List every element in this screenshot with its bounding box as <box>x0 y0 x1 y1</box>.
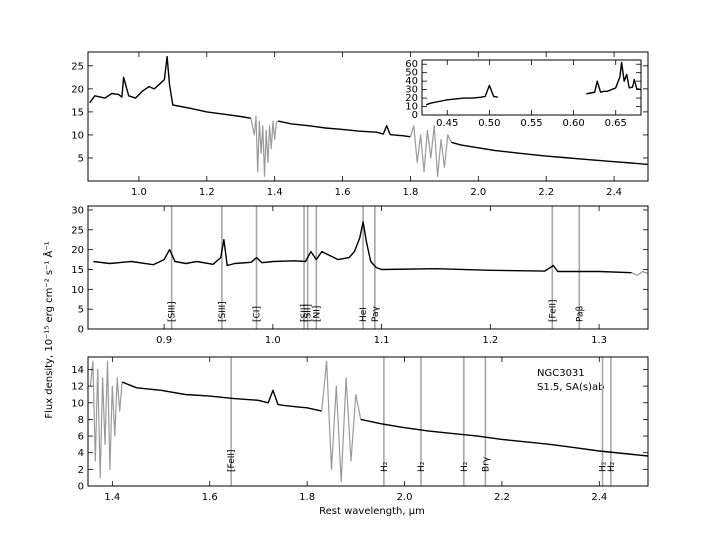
telluric-segment <box>321 360 362 483</box>
x-tick-label: 1.6 <box>202 492 218 503</box>
telluric-segment <box>631 270 649 276</box>
y-tick-label: 0 <box>78 482 84 493</box>
y-tick-label: 8 <box>78 415 84 426</box>
middle-panel-frame <box>87 205 649 330</box>
x-tick-label: 0.50 <box>478 118 500 129</box>
y-tick-label: 5 <box>78 153 84 164</box>
y-tick-label: 30 <box>71 205 84 216</box>
y-tick-label: 25 <box>71 61 84 72</box>
y-tick-label: 0 <box>412 110 418 121</box>
y-tick-label: 10 <box>405 102 418 113</box>
x-tick-label: 2.4 <box>591 492 607 503</box>
emission-line-label: Paβ <box>575 305 585 322</box>
x-tick-label: 0.9 <box>156 335 172 346</box>
emission-line-label: Brγ <box>481 456 491 472</box>
y-tick-label: 10 <box>71 398 84 409</box>
x-tick-label: 0.65 <box>605 118 627 129</box>
emission-line-label: [NI] <box>312 306 322 322</box>
y-tick-label: 15 <box>71 265 84 276</box>
y-tick-label: 10 <box>71 285 84 296</box>
x-tick-label: 2.2 <box>538 187 554 198</box>
x-tick-label: 0.55 <box>520 118 542 129</box>
x-tick-label: 1.2 <box>199 187 215 198</box>
y-tick-label: 12 <box>71 382 84 393</box>
x-tick-label: 1.8 <box>402 187 418 198</box>
x-tick-label: 1.8 <box>299 492 315 503</box>
y-tick-label: 0 <box>78 325 84 336</box>
telluric-segment <box>409 125 452 177</box>
y-tick-label: 6 <box>78 432 84 443</box>
spectrum-segment <box>121 381 322 412</box>
x-tick-label: 1.0 <box>131 187 147 198</box>
annotation-object-name: NGC3031 <box>537 368 585 379</box>
y-tick-label: 2 <box>78 465 84 476</box>
y-tick-label: 10 <box>71 130 84 141</box>
x-tick-label: 2.0 <box>397 492 413 503</box>
x-tick-label: 1.0 <box>265 335 281 346</box>
y-tick-label: 14 <box>71 365 84 376</box>
emission-line-label: H₂ <box>599 461 609 472</box>
spectrum-segment <box>360 418 649 457</box>
x-tick-label: 0.60 <box>562 118 584 129</box>
y-tick-label: 20 <box>71 245 84 256</box>
y-tick-label: 5 <box>78 305 84 316</box>
spectrum-segment <box>93 221 632 274</box>
y-tick-label: 25 <box>71 225 84 236</box>
emission-line-label: [SIII] <box>218 301 228 322</box>
emission-line-label: HeI <box>359 307 369 322</box>
y-tick-label: 15 <box>71 107 84 118</box>
emission-line-label: [SII] <box>304 304 314 322</box>
emission-line-label: H₂ <box>460 461 470 472</box>
emission-line-label: H₂ <box>607 461 617 472</box>
x-tick-label: 1.3 <box>591 335 607 346</box>
inset-background <box>422 60 641 115</box>
spectrum-segment <box>425 84 498 106</box>
emission-line-label: [SII] <box>300 304 310 322</box>
telluric-segment <box>89 360 123 479</box>
y-tick-label: 30 <box>405 85 418 96</box>
top-panel-frame <box>87 51 649 182</box>
x-axis-label: Rest wavelength, μm <box>319 506 425 517</box>
y-axis-label: Flux density, 10⁻¹⁵ erg cm⁻² s⁻¹ Å⁻¹ <box>42 241 55 418</box>
y-tick-label: 4 <box>78 448 84 459</box>
bottom-panel-frame <box>87 356 649 487</box>
x-tick-label: 2.4 <box>606 187 622 198</box>
spectrum-segment <box>586 61 642 95</box>
x-tick-label: 1.1 <box>374 335 390 346</box>
x-tick-label: 0.45 <box>436 118 458 129</box>
x-tick-label: 1.6 <box>335 187 351 198</box>
y-tick-label: 50 <box>405 68 418 79</box>
emission-line-label: H₂ <box>417 461 427 472</box>
y-tick-label: 20 <box>71 84 84 95</box>
emission-line-label: [FeII] <box>548 299 558 322</box>
spectrum-segment <box>451 141 649 166</box>
y-tick-label: 40 <box>405 76 418 87</box>
x-tick-label: 2.0 <box>470 187 486 198</box>
emission-line-label: [CI] <box>253 306 263 322</box>
emission-line-label: [SIII] <box>168 301 178 322</box>
x-tick-label: 1.2 <box>482 335 498 346</box>
x-tick-label: 2.2 <box>494 492 510 503</box>
spectrum-segment <box>89 55 252 119</box>
spectrum-segment <box>277 120 411 138</box>
y-tick-label: 20 <box>405 93 418 104</box>
annotation-classification: S1.5, SA(s)ab <box>537 382 604 393</box>
y-tick-label: 60 <box>405 59 418 70</box>
emission-line-label: [FeII] <box>227 449 237 472</box>
emission-line-label: Paγ <box>371 305 381 322</box>
x-tick-label: 1.4 <box>267 187 283 198</box>
x-tick-label: 1.4 <box>104 492 120 503</box>
emission-line-label: H₂ <box>380 461 390 472</box>
telluric-segment <box>250 115 279 177</box>
